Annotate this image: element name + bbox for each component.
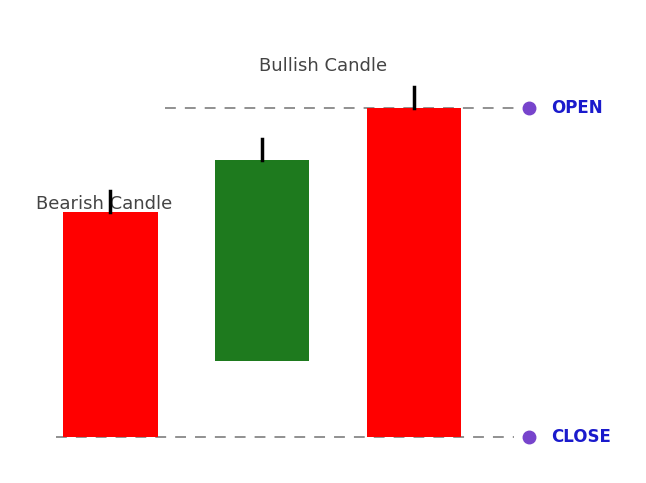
Bar — [367, 108, 461, 437]
Text: CLOSE: CLOSE — [551, 428, 610, 446]
Text: Bullish Candle: Bullish Candle — [259, 57, 388, 75]
Bar — [63, 212, 158, 437]
Text: OPEN: OPEN — [551, 99, 602, 117]
Text: Bearish Candle: Bearish Candle — [36, 195, 172, 213]
Bar — [215, 160, 309, 361]
